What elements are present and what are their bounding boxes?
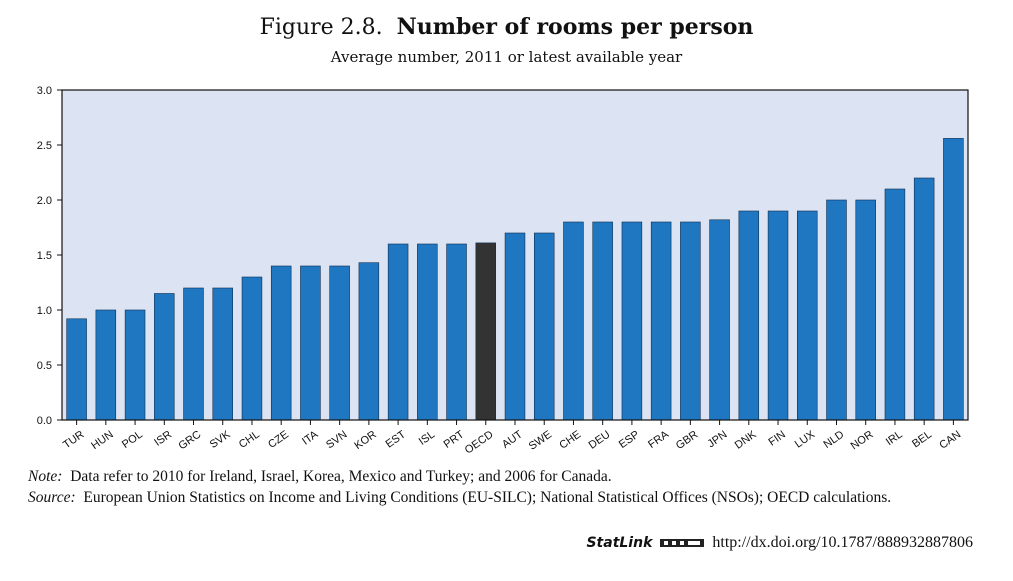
y-tick-label: 2.0 (37, 195, 52, 207)
bar-bel (913, 177, 935, 421)
bar-fra (650, 221, 672, 421)
x-tick-label: EST (384, 428, 409, 450)
plot-frame (61, 89, 969, 421)
x-tick-label: OECD (463, 428, 496, 456)
figure-subtitle: Average number, 2011 or latest available… (330, 48, 683, 66)
x-tick-label: FRA (646, 428, 671, 451)
x-tick-label: AUT (500, 428, 525, 451)
figure-number: Figure 2.8. (259, 15, 383, 40)
note-label: Note: (28, 468, 63, 485)
bar-grc (183, 287, 204, 421)
x-tick-label: KOR (352, 428, 378, 452)
x-tick-label: DNK (733, 428, 759, 452)
x-tick-label: LUX (793, 428, 818, 450)
bar-kor (358, 262, 380, 421)
x-tick-label: GBR (674, 428, 700, 452)
statlink-brand: StatLink (586, 535, 653, 551)
x-tick-label: ITA (300, 428, 321, 448)
x-tick-label: POL (120, 429, 145, 451)
source-line: Source: European Union Statistics on Inc… (28, 487, 1003, 508)
x-tick-label: ISL (417, 429, 437, 448)
y-tick-label: 2.5 (37, 140, 52, 152)
bar-svk (212, 287, 233, 421)
y-tick-label: 0.5 (37, 360, 52, 372)
bar-esp (621, 221, 643, 421)
bar-oecd (475, 242, 497, 421)
x-tick-label: HUN (89, 429, 115, 453)
bar-prt (446, 243, 467, 421)
bar-pol (124, 309, 146, 421)
bar-che (563, 221, 584, 421)
note-text: Data refer to 2010 for Ireland, Israel, … (70, 468, 612, 485)
x-tick-label: CHL (237, 429, 262, 451)
x-tick-label: ESP (617, 429, 642, 451)
bar-irl (884, 188, 906, 421)
bar-can (943, 138, 964, 421)
x-tick-label: JPN (706, 428, 730, 450)
bar-chl (241, 276, 263, 421)
bar-isl (417, 243, 438, 421)
x-tick-label: SVN (324, 429, 349, 452)
y-tick-label: 1.5 (37, 250, 52, 262)
bar-gbr (680, 221, 701, 421)
bar-jpn (709, 219, 730, 421)
bar-swe (533, 232, 555, 421)
x-tick-label: DEU (587, 429, 613, 452)
bar-tur (66, 318, 87, 421)
x-tick-label: IRL (884, 429, 905, 449)
bar-deu (592, 221, 613, 421)
bar-aut (504, 232, 526, 421)
source-label: Source: (28, 489, 76, 506)
x-tick-label: NOR (849, 429, 876, 453)
y-tick-label: 1.0 (37, 305, 52, 317)
note-line: Note: Data refer to 2010 for Ireland, Is… (28, 466, 1003, 487)
x-tick-label: GRC (176, 429, 203, 453)
x-tick-label: FIN (766, 429, 787, 449)
bar-fin (767, 210, 789, 421)
bar-nor (855, 199, 876, 421)
statlink-url[interactable]: http://dx.doi.org/10.1787/888932887806 (712, 534, 973, 551)
x-tick-label: ISR (152, 428, 174, 448)
figure-name: Number of rooms per person (396, 14, 754, 40)
x-tick-label: SVK (208, 428, 233, 451)
bar-cze (270, 265, 292, 421)
y-tick-label: 0.0 (37, 415, 52, 427)
bar-hun (95, 309, 117, 421)
x-tick-label: CHE (557, 429, 583, 452)
x-tick-label: NLD (821, 429, 846, 451)
y-tick-label: 3.0 (37, 85, 52, 97)
statlink-logo-icon (660, 539, 705, 547)
x-tick-label: CZE (266, 429, 291, 451)
x-tick-label: TUR (61, 428, 86, 451)
bar-est (387, 243, 409, 421)
bar-nld (826, 199, 847, 421)
bar-dnk (738, 210, 760, 421)
bar-svn (329, 265, 350, 421)
bar-isr (154, 293, 175, 421)
bar-lux (797, 210, 818, 421)
statlink: StatLink http://dx.doi.org/10.1787/88893… (586, 534, 973, 552)
figure-title: Figure 2.8. Number of rooms per person (0, 14, 1013, 40)
x-tick-label: BEL (910, 429, 934, 451)
chart-notes: Note: Data refer to 2010 for Ireland, Is… (28, 466, 1003, 508)
source-text: European Union Statistics on Income and … (83, 489, 892, 506)
x-tick-label: SWE (527, 429, 554, 453)
bar-ita (300, 265, 321, 421)
x-tick-label: CAN (937, 429, 963, 452)
